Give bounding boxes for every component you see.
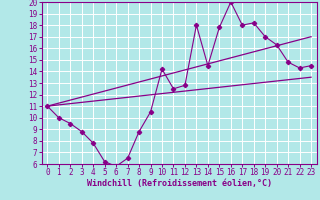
- X-axis label: Windchill (Refroidissement éolien,°C): Windchill (Refroidissement éolien,°C): [87, 179, 272, 188]
